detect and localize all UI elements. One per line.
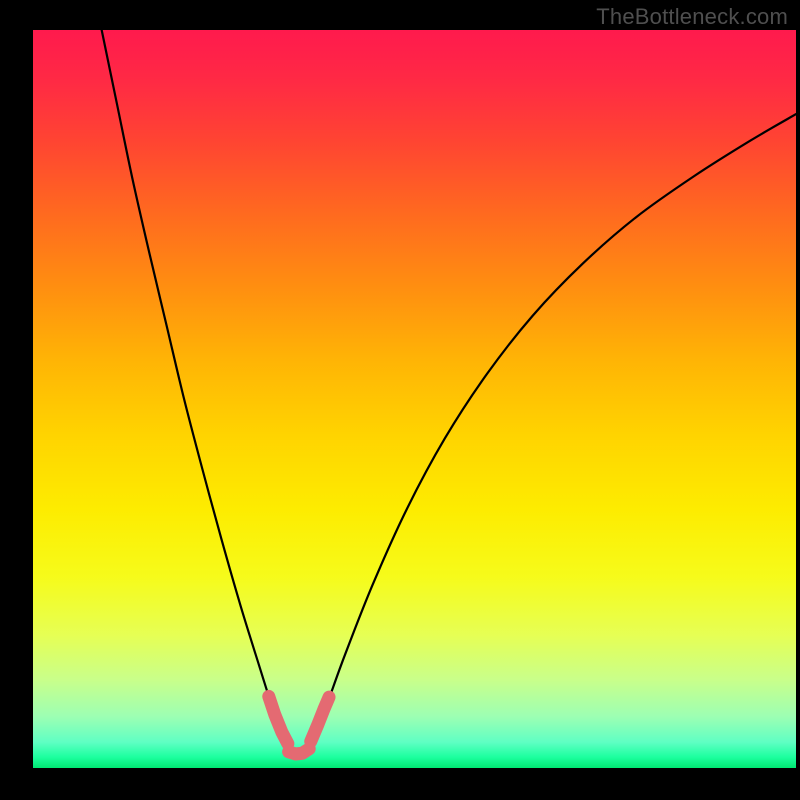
marker-cluster-bottom xyxy=(289,749,310,754)
watermark-text: TheBottleneck.com xyxy=(596,4,788,30)
chart-svg xyxy=(33,30,796,768)
chart-area xyxy=(33,30,796,768)
